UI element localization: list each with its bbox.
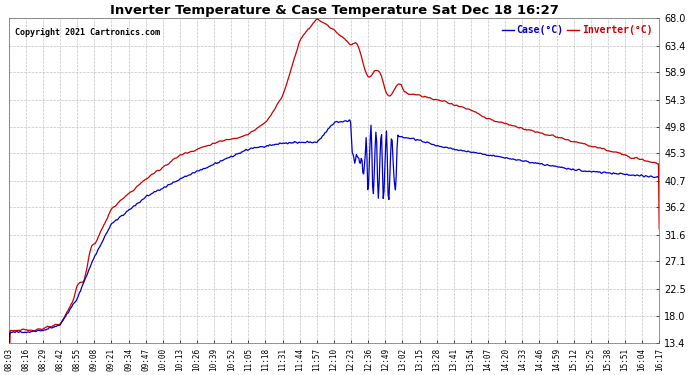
Legend: Case(°C), Inverter(°C): Case(°C), Inverter(°C): [500, 23, 654, 37]
Title: Inverter Temperature & Case Temperature Sat Dec 18 16:27: Inverter Temperature & Case Temperature …: [110, 4, 558, 17]
Text: Copyright 2021 Cartronics.com: Copyright 2021 Cartronics.com: [15, 28, 160, 37]
